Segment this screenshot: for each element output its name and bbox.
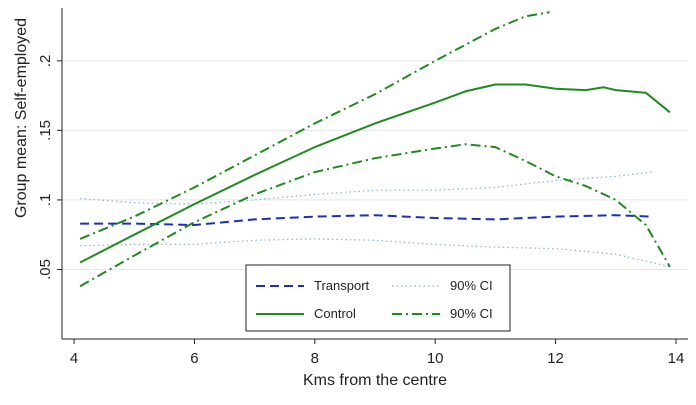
y-tick-label: .15: [37, 120, 54, 141]
x-tick-label: 12: [547, 350, 564, 367]
legend-label-3: 90% CI: [450, 306, 493, 321]
series-line-2: [80, 238, 671, 268]
legend-label-1: 90% CI: [450, 278, 493, 293]
series-line-5: [79, 143, 671, 288]
series-layer: [79, 11, 671, 288]
y-tick-label: .05: [37, 259, 54, 280]
x-ticks: 4 6 8 10 12 14: [70, 339, 684, 367]
legend-label-0: Transport: [314, 278, 370, 293]
x-tick-label: 10: [427, 350, 444, 367]
legend-box: [245, 264, 511, 332]
legend: Transport 90% CI Control 90% CI: [245, 264, 511, 332]
legend-label-2: Control: [314, 306, 356, 321]
series-line-4: [79, 11, 550, 240]
axes: [61, 8, 688, 340]
series-line-3: [79, 83, 671, 264]
x-axis-title: Kms from the centre: [303, 372, 447, 389]
x-tick-label: 8: [311, 350, 319, 367]
y-tick-label: .2: [37, 55, 54, 68]
x-tick-label: 6: [190, 350, 198, 367]
series-line-0: [80, 214, 652, 226]
y-ticks: .05 .1 .15 .2: [37, 55, 62, 280]
x-tick-label: 14: [668, 350, 685, 367]
y-axis-title: Group mean: Self-employed: [13, 18, 30, 218]
y-tick-label: .1: [37, 194, 54, 207]
x-tick-label: 4: [70, 350, 78, 367]
